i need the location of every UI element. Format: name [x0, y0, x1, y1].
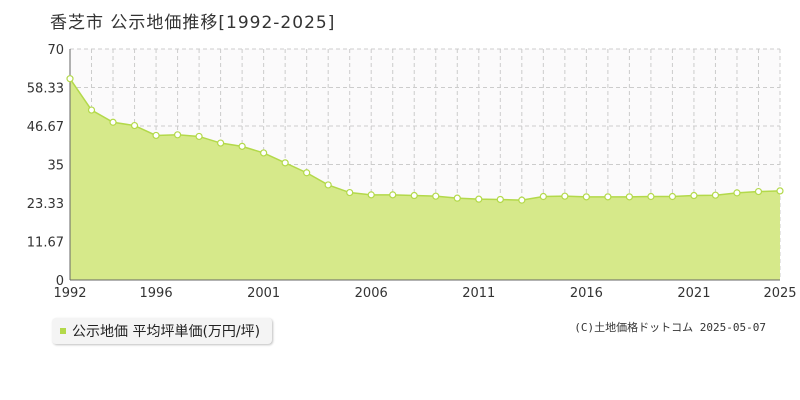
data-point: [432, 192, 440, 200]
legend: 公示地価 平均坪単価(万円/坪): [52, 318, 273, 344]
chart-title: 香芝市 公示地価推移[1992-2025]: [50, 13, 336, 33]
data-point: [518, 196, 526, 204]
x-tick-label: 2011: [462, 286, 495, 301]
y-tick-label: 46.67: [27, 120, 64, 135]
x-tick-label: 1996: [140, 286, 173, 301]
data-point: [367, 191, 375, 199]
data-point: [173, 131, 182, 139]
data-point: [303, 169, 311, 177]
data-point: [195, 132, 203, 141]
data-point: [690, 191, 698, 200]
data-point: [668, 192, 677, 201]
data-point: [130, 121, 139, 130]
x-tick-label: 2006: [355, 286, 388, 301]
data-point: [539, 192, 547, 201]
y-tick-label: 35: [47, 159, 64, 174]
data-point: [389, 191, 397, 199]
data-point: [625, 193, 633, 201]
data-point: [238, 142, 246, 150]
data-point: [582, 193, 590, 201]
data-point: [776, 187, 784, 195]
data-point: [496, 195, 504, 204]
data-point: [647, 192, 655, 201]
x-tick-label: 2001: [247, 286, 280, 301]
y-tick-label: 23.33: [27, 197, 64, 212]
data-point: [453, 194, 461, 202]
data-point: [109, 118, 117, 126]
y-tick-label: 11.67: [27, 235, 64, 250]
x-tick-label: 1992: [53, 286, 86, 301]
data-point: [217, 139, 225, 147]
data-point: [410, 191, 418, 200]
data-point: [324, 181, 332, 189]
data-point: [604, 193, 612, 201]
y-tick-label: 70: [47, 43, 64, 58]
y-tick-label: 0: [56, 274, 64, 289]
series-area: [70, 78, 780, 280]
series-line: [69, 78, 781, 201]
data-point: [754, 187, 763, 196]
legend-label: 公示地価 平均坪単価(万円/坪): [72, 324, 261, 340]
data-point: [561, 192, 569, 200]
x-tick-label: 2025: [763, 286, 796, 301]
x-tick-label: 2021: [677, 286, 710, 301]
data-point: [711, 191, 720, 199]
data-point: [260, 149, 268, 157]
data-point: [475, 195, 483, 203]
x-tick-label: 2016: [570, 286, 603, 301]
data-point: [152, 131, 160, 140]
data-point: [66, 75, 74, 83]
data-point: [733, 189, 741, 197]
legend-marker-icon: [60, 328, 66, 334]
data-point: [346, 188, 354, 197]
y-tick-label: 58.33: [27, 82, 64, 97]
data-point: [87, 106, 96, 114]
data-point: [281, 159, 289, 167]
copyright-text: (C)土地価格ドットコム 2025-05-07: [574, 321, 766, 334]
